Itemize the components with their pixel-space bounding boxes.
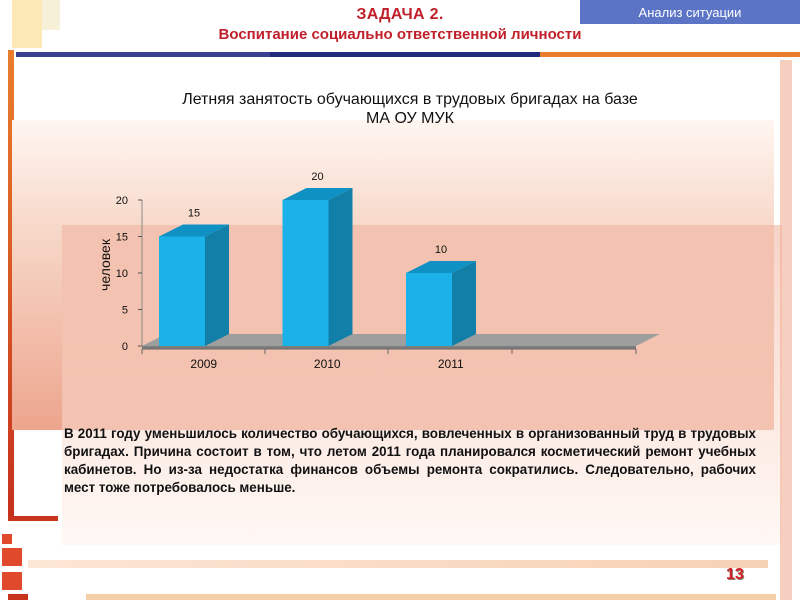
bar-2010 [282,200,329,346]
data-label: 10 [435,244,447,256]
bar-top [159,224,229,237]
chart-title-line-1: Летняя занятость обучающихся в трудовых … [182,91,638,108]
section-tag: Анализ ситуации [580,0,800,26]
task-title: ЗАДАЧА 2. [356,6,444,23]
data-label: 15 [188,208,200,220]
x-tick-label: 2010 [314,357,341,371]
y-tick-label: 0 [122,341,128,353]
bar-side [205,224,229,346]
y-tick-label: 20 [116,195,128,207]
bar-side [452,261,476,346]
y-tick-label: 10 [116,268,128,280]
chart-title: Летняя занятость обучающихся в трудовых … [40,90,780,128]
slide-subtitle: Воспитание социально ответственной лично… [218,26,582,43]
bar-side [328,188,353,346]
x-tick-label: 2009 [190,357,217,371]
y-axis-label: человек [97,238,113,291]
page-number: 13 [726,566,744,583]
chart-floor [142,334,660,346]
bar-2011 [406,273,452,346]
chart-floor-edge [142,346,636,349]
chart-title-line-2: МА ОУ МУК [366,110,454,127]
data-label: 20 [311,171,323,183]
bar-top [282,188,353,200]
y-tick-label: 15 [116,232,128,244]
y-tick-label: 5 [122,305,128,317]
bar-2009 [159,236,205,346]
bar-top [406,261,476,273]
x-tick-label: 2011 [438,357,464,371]
analysis-paragraph: В 2011 году уменьшилось количество обуча… [64,426,756,495]
